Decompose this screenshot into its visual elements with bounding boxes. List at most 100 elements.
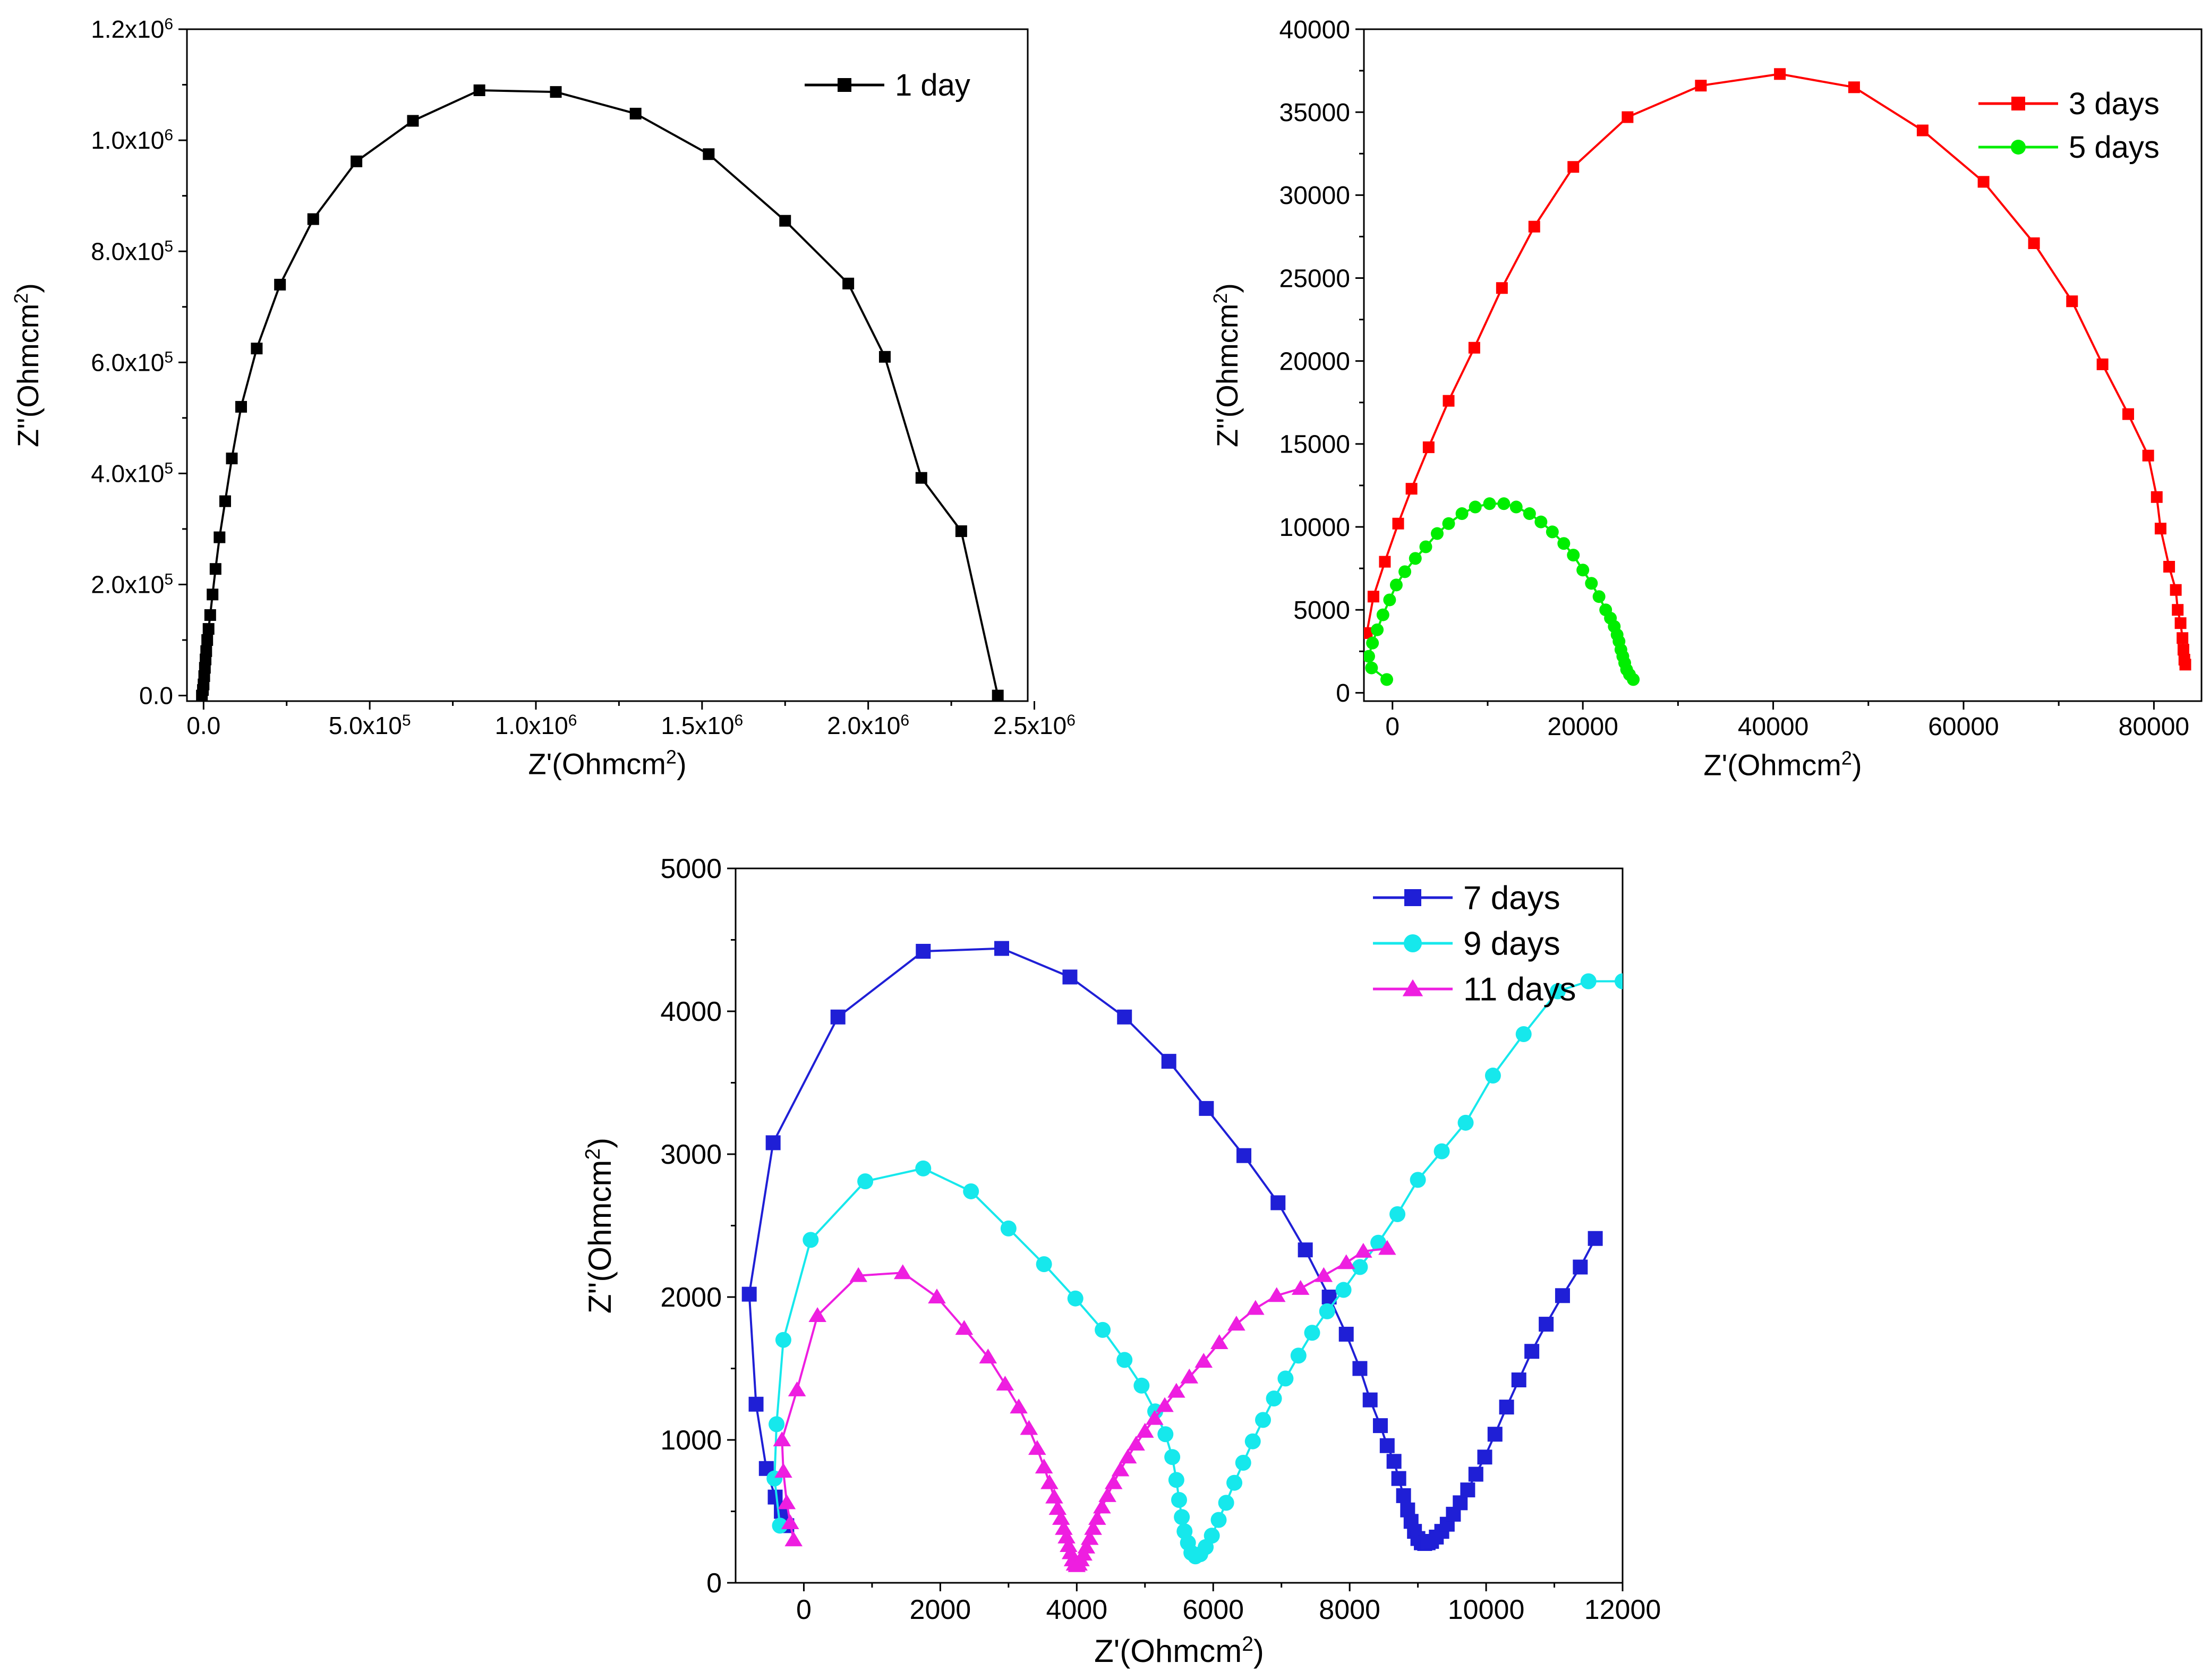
x-tick-label: 80000	[2119, 713, 2189, 741]
data-point	[788, 1381, 806, 1396]
x-tick-label: 0.0	[186, 712, 220, 739]
legend-label: 5 days	[2069, 130, 2160, 165]
data-point	[1409, 552, 1422, 565]
data-point	[1098, 1487, 1116, 1502]
y-tick-label: 0	[706, 1568, 722, 1599]
data-point	[226, 453, 238, 465]
data-point	[773, 1431, 791, 1446]
data-point	[1067, 1290, 1083, 1307]
x-tick-label: 1.0x106	[495, 712, 577, 740]
data-point	[1442, 517, 1455, 530]
data-point	[1104, 1474, 1123, 1489]
data-point	[1383, 593, 1396, 607]
data-point	[307, 213, 319, 225]
data-point	[963, 1183, 979, 1199]
data-point	[1422, 441, 1435, 454]
legend-label: 9 days	[1463, 926, 1560, 962]
y-tick-label: 1.2x106	[91, 15, 173, 44]
data-point	[1227, 1316, 1245, 1331]
data-point	[200, 645, 212, 657]
y-tick-label: 0.0	[139, 682, 173, 710]
data-point	[1244, 1433, 1261, 1449]
series-5-days	[1364, 497, 1640, 686]
data-point	[1371, 623, 1384, 636]
chart-panel-1-day: 0.0 5.0x105 1.0x106 1.5x106 2.0x106 2.5x106 0.…	[10, 15, 1076, 781]
data-point	[1370, 1234, 1387, 1251]
data-point	[916, 944, 931, 959]
data-point	[769, 1416, 785, 1432]
plot-frame	[1363, 28, 2203, 702]
data-point	[2177, 632, 2189, 644]
data-point	[1386, 1454, 1402, 1469]
series-11-days	[773, 1240, 1396, 1572]
data-point	[1430, 527, 1444, 540]
data-point	[1539, 1317, 1554, 1332]
data-point	[1916, 124, 1929, 137]
data-point	[207, 589, 219, 601]
data-point	[1084, 1520, 1102, 1535]
data-point	[893, 1264, 912, 1280]
data-point	[1277, 1370, 1294, 1387]
series-7-days	[741, 941, 1603, 1551]
data-point	[1389, 578, 1403, 592]
data-point	[1366, 636, 1379, 650]
data-point	[214, 531, 226, 543]
y-tick-label: 5000	[1293, 596, 1350, 625]
data-point	[1410, 1172, 1426, 1188]
data-point	[955, 1320, 974, 1335]
data-point	[772, 1517, 788, 1534]
data-point	[1117, 1009, 1132, 1025]
x-tick-label: 10000	[1448, 1594, 1525, 1625]
y-tick-label: 1000	[660, 1425, 722, 1456]
data-point	[1136, 1422, 1154, 1438]
data-point	[1171, 1491, 1187, 1508]
data-point	[1116, 1352, 1133, 1368]
data-point	[1048, 1500, 1067, 1515]
data-point	[1365, 661, 1378, 675]
data-point	[1379, 556, 1391, 568]
data-point	[1546, 525, 1559, 539]
data-point	[351, 155, 363, 167]
x-tick-label: 2.5x106	[993, 712, 1076, 740]
data-point	[1457, 1114, 1474, 1131]
data-point	[849, 1267, 868, 1282]
data-point	[1534, 515, 1548, 528]
data-point	[1093, 1498, 1111, 1514]
legend-marker	[2011, 97, 2025, 110]
data-point	[1020, 1420, 1038, 1435]
legend-marker	[1402, 979, 1423, 996]
data-point	[2154, 523, 2166, 535]
data-point	[1204, 1528, 1220, 1544]
data-point	[550, 86, 562, 98]
data-point	[1095, 1321, 1111, 1338]
data-point	[1036, 1256, 1052, 1273]
y-tick-label: 8.0x105	[91, 237, 173, 266]
data-point	[1010, 1398, 1028, 1414]
data-point	[1247, 1300, 1265, 1315]
data-point	[1236, 1148, 1252, 1163]
legend-label: 7 days	[1463, 880, 1560, 917]
y-tick-label: 40000	[1279, 16, 1350, 44]
data-point	[1977, 176, 1990, 188]
data-point	[803, 1232, 819, 1248]
y-axis-label: Z''(Ohmcm2)	[582, 1138, 618, 1314]
legend: 7 days 9 days 11 days	[1373, 880, 1576, 1008]
legend: 1 day	[805, 68, 970, 103]
data-point	[1000, 1220, 1017, 1236]
data-point	[1391, 1471, 1406, 1486]
data-point	[1392, 517, 1404, 530]
data-point	[1483, 497, 1496, 510]
data-point	[1453, 1495, 1468, 1511]
x-axis-label: Z'(Ohmcm2)	[1094, 1633, 1264, 1669]
data-point	[1524, 1344, 1540, 1359]
data-point	[915, 1160, 932, 1176]
y-tick-label: 3000	[660, 1139, 722, 1170]
data-point	[1062, 969, 1078, 985]
legend: 3 days 5 days	[1978, 87, 2160, 165]
data-point	[1270, 1195, 1286, 1210]
plot-area	[1364, 68, 2191, 686]
data-point	[1119, 1448, 1137, 1464]
data-point	[1362, 1392, 1378, 1408]
series-3-days	[1364, 68, 2191, 671]
